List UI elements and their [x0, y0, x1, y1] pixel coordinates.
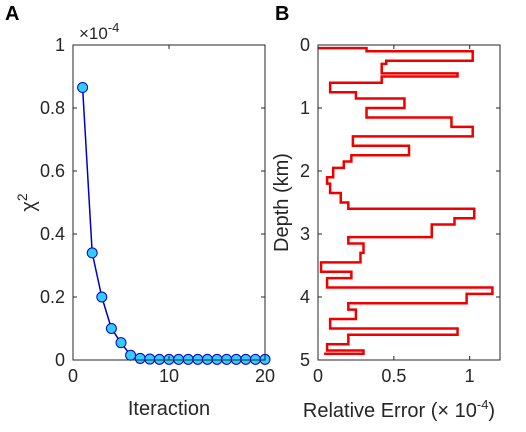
panel-a-x-tick-label: 20: [255, 366, 275, 386]
panel-a-x-tick-label: 0: [68, 366, 78, 386]
panel-a: A 0 10 20 00.20.40.60.81 ×10-4 Iteraction …: [5, 3, 275, 420]
panel-b-x-tick-label: 1: [465, 366, 475, 386]
panel-b-y-tick-label: 0: [300, 35, 310, 55]
panel-b-x-tick-label: 0: [313, 366, 323, 386]
panel-b-y-tick-label: 4: [300, 287, 310, 307]
panel-a-data-point: [153, 353, 165, 365]
panel-a-y-tick-label: 0: [55, 350, 65, 370]
panel-a-axes: [72, 44, 266, 361]
panel-a-data-point: [86, 247, 98, 259]
panel-a-data-point: [230, 353, 242, 365]
panel-b-y-ticks: 0 1 2 3 4 5: [300, 35, 500, 370]
panel-a-y-tick-label: 0.6: [40, 161, 65, 181]
panel-a-data-point: [201, 353, 213, 365]
panel-a-data-point: [96, 291, 108, 303]
panel-a-plot-area: [77, 82, 271, 365]
panel-b-x-axis-scale: × 10: [437, 400, 476, 422]
panel-a-letter: A: [5, 3, 19, 25]
panel-a-y-ticks: 0 0.2 0.4 0.6 0.8 1: [40, 35, 265, 370]
panel-b-y-tick-label: 5: [300, 350, 310, 370]
panel-a-scale-label: ×10-4: [79, 20, 119, 43]
panel-a-data-point: [192, 353, 204, 365]
panel-a-x-ticks: 0 10 20: [68, 45, 275, 386]
panel-b-plot-area: [318, 46, 494, 355]
panel-b-error-profile: [318, 46, 494, 355]
panel-a-data-point: [221, 353, 233, 365]
panel-a-data-point: [240, 353, 252, 365]
panel-b-x-axis-close-paren: ): [488, 400, 495, 422]
panel-a-scale-base: ×10: [79, 24, 108, 43]
panel-b-y-axis-label: Depth (km): [271, 153, 293, 252]
panel-a-y-tick-label: 0.4: [40, 224, 65, 244]
panel-a-series-line: [81, 87, 265, 361]
panel-a-data-point: [211, 353, 223, 365]
panel-a-data-point: [115, 337, 127, 349]
panel-a-data-point: [105, 323, 117, 334]
panel-b-axes: [317, 44, 501, 361]
panel-b-x-ticks: 0 0.5 1: [313, 45, 475, 386]
panel-a-data-point: [125, 349, 137, 361]
panel-b-y-tick-label: 1: [300, 98, 310, 118]
panel-b-x-axis-label-text: Relative Error (: [303, 400, 438, 422]
panel-a-data-point: [249, 353, 261, 365]
panel-a-y-tick-label: 0.2: [40, 287, 65, 307]
panel-b-x-axis-label: Relative Error (× 10-4): [303, 397, 495, 422]
panel-b-x-tick-label: 0.5: [381, 366, 406, 386]
panel-b-y-tick-label: 2: [300, 161, 310, 181]
panel-a-data-point: [144, 353, 156, 365]
panel-b-x-axis-exponent: -4: [477, 397, 489, 412]
panel-a-data-point: [182, 353, 194, 365]
panel-a-y-tick-label: 0.8: [40, 98, 65, 118]
panel-a-x-tick-label: 10: [159, 366, 179, 386]
panel-a-y-tick-label: 1: [55, 35, 65, 55]
panel-b-y-tick-label: 3: [300, 224, 310, 244]
panel-a-data-point: [173, 353, 185, 365]
panel-b-letter: B: [275, 3, 289, 25]
panel-a-data-point: [134, 352, 146, 364]
panel-a-y-axis-superscript: 2: [14, 193, 30, 201]
panel-a-y-axis-symbol: χ: [18, 201, 40, 212]
panel-a-data-point: [77, 82, 89, 94]
panel-a-y-axis-label: χ2: [14, 193, 40, 212]
panel-a-x-axis-label: Iteraction: [128, 398, 210, 420]
panel-a-scale-exponent: -4: [108, 20, 120, 35]
